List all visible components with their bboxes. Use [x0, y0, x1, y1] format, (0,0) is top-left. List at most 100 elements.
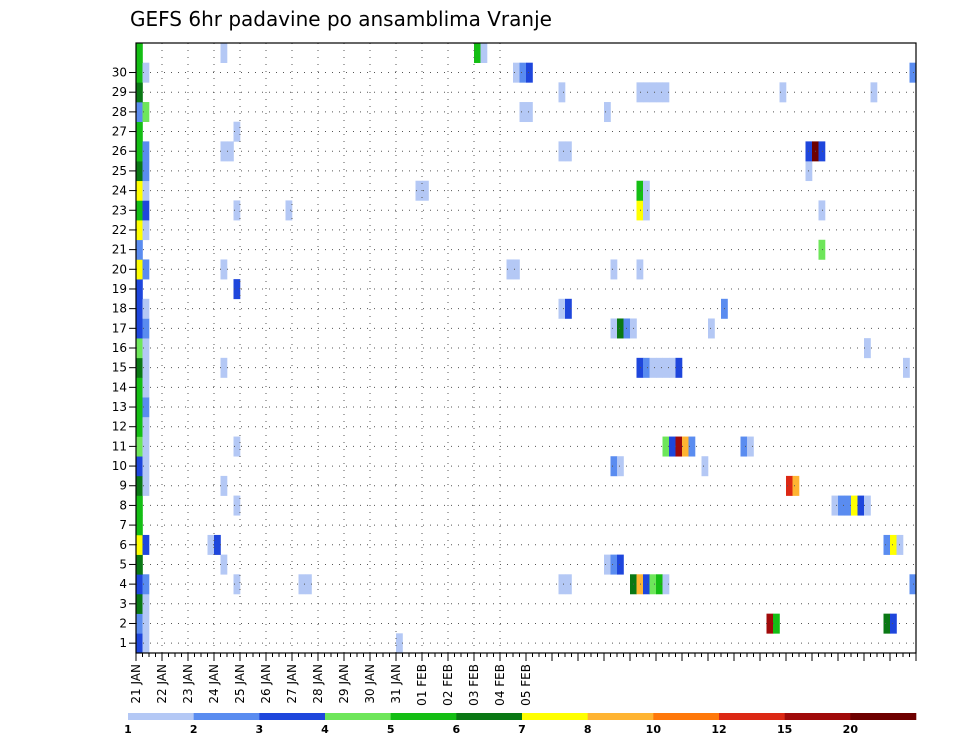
heatmap-cell	[851, 495, 858, 516]
y-tick-label: 15	[112, 361, 127, 375]
heatmap-cell	[636, 180, 644, 201]
y-tick-label: 8	[119, 498, 127, 512]
heatmap-cell	[136, 633, 143, 654]
legend-tick-label: 4	[321, 723, 329, 736]
heatmap-cell	[558, 141, 566, 162]
heatmap-cell	[136, 259, 143, 280]
heatmap-cell	[506, 259, 514, 280]
heatmap-cell	[519, 62, 527, 83]
heatmap-cell	[396, 633, 403, 654]
heatmap-cell	[636, 259, 644, 280]
x-tick-label: 03 FEB	[467, 664, 481, 706]
heatmap-cell	[142, 161, 150, 182]
plot-frame	[135, 42, 917, 654]
heatmap-cell	[558, 82, 566, 103]
heatmap-cell	[890, 613, 897, 634]
heatmap-cell	[136, 62, 143, 83]
heatmap-cell	[233, 574, 241, 595]
y-tick-label: 24	[112, 184, 127, 198]
heatmap-cell	[233, 200, 241, 221]
y-tick-label: 6	[119, 538, 127, 552]
heatmap-cell	[142, 357, 150, 378]
legend-swatch	[390, 713, 457, 720]
heatmap-cell	[565, 141, 572, 162]
heatmap-cell	[688, 436, 696, 457]
legend-tick-label: 7	[518, 723, 526, 736]
heatmap-cell	[214, 534, 221, 555]
heatmap-cell	[513, 259, 520, 280]
heatmap-cell	[779, 82, 787, 103]
heatmap-cell	[136, 515, 143, 536]
y-tick-label: 30	[112, 66, 127, 80]
heatmap-cell	[136, 43, 143, 63]
heatmap-cell	[643, 574, 650, 595]
heatmap-cell	[669, 357, 676, 378]
heatmap-cell	[136, 613, 143, 634]
y-tick-label: 9	[119, 479, 127, 493]
heatmap-cell	[675, 436, 683, 457]
heatmap-cell	[786, 475, 793, 496]
heatmap-cell	[890, 534, 897, 555]
y-tick-label: 23	[112, 203, 127, 217]
heatmap-cell	[662, 82, 670, 103]
y-tick-label: 13	[112, 400, 127, 414]
x-tick-label: 23 JAN	[181, 664, 195, 704]
legend-tick-label: 3	[256, 723, 264, 736]
y-tick-label: 27	[112, 125, 127, 139]
heatmap-cell	[142, 200, 150, 221]
heatmap-cell	[142, 338, 150, 359]
heatmap-cell	[480, 43, 488, 63]
heatmap-cell	[558, 298, 566, 319]
heatmap-cell	[792, 475, 800, 496]
x-tick-label: 28 JAN	[311, 664, 325, 704]
heatmap-cell	[136, 338, 143, 359]
heatmap-cell	[142, 593, 150, 614]
heatmap-cell	[649, 82, 657, 103]
heatmap-cell	[643, 82, 650, 103]
legend-swatch	[456, 713, 523, 720]
legend-swatch	[784, 713, 851, 720]
legend-swatch	[850, 713, 917, 720]
heatmap-cell	[617, 456, 624, 477]
heatmap-cell	[636, 200, 644, 221]
legend-swatch	[259, 713, 326, 720]
x-tick-label: 01 FEB	[415, 664, 429, 706]
heatmap-cell	[220, 475, 228, 496]
heatmap-cell	[610, 456, 618, 477]
heatmap-cell	[649, 357, 657, 378]
y-tick-label: 11	[112, 439, 127, 453]
heatmap-cell	[220, 43, 228, 63]
heatmap-cell	[656, 357, 663, 378]
y-tick-label: 4	[119, 577, 127, 591]
heatmap-cell	[136, 456, 143, 477]
heatmap-cell	[142, 633, 150, 654]
x-tick-label: 27 JAN	[285, 664, 299, 704]
y-tick-label: 1	[119, 636, 127, 650]
heatmap-cell	[565, 298, 572, 319]
heatmap-cell	[136, 200, 143, 221]
heatmap-cell	[857, 495, 865, 516]
heatmap-cell	[519, 102, 527, 123]
heatmap-cell	[136, 102, 143, 123]
legend-swatch	[325, 713, 391, 720]
heatmap-cell	[220, 259, 228, 280]
y-tick-label: 17	[112, 321, 127, 335]
y-tick-label: 3	[119, 597, 127, 611]
heatmap-cell	[285, 200, 293, 221]
heatmap-cell	[701, 456, 709, 477]
heatmap-cell	[636, 82, 644, 103]
legend-tick-label: 6	[453, 723, 461, 736]
heatmap-cell	[838, 495, 845, 516]
heatmap-cell	[474, 43, 481, 63]
legend-swatch	[719, 713, 785, 720]
heatmap-cell	[136, 397, 143, 418]
y-tick-label: 28	[112, 105, 127, 119]
x-tick-label: 22 JAN	[155, 664, 169, 704]
heatmap-cell	[136, 495, 143, 516]
heatmap-cell	[604, 102, 611, 123]
heatmap-cell	[909, 574, 917, 595]
heatmap-cell	[136, 377, 143, 398]
heatmap-cell	[558, 574, 566, 595]
heatmap-cell	[610, 318, 618, 339]
y-tick-label: 2	[119, 616, 127, 630]
